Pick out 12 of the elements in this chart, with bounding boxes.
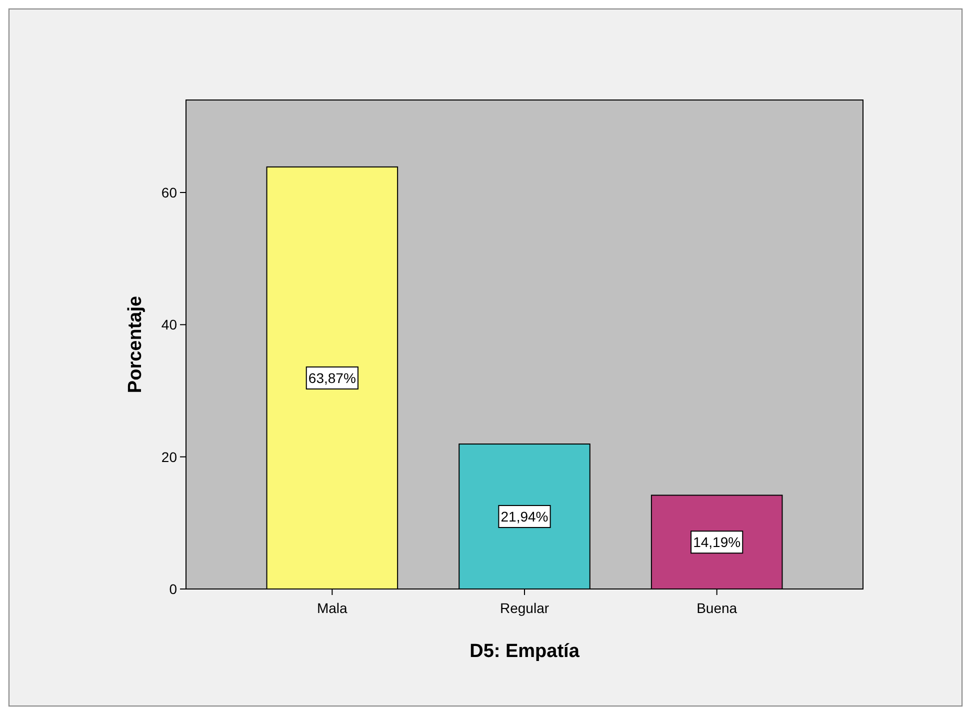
y-tick-label: 60 — [161, 184, 178, 201]
x-tick-label: Regular — [500, 600, 550, 616]
y-axis-title: Porcentaje — [125, 296, 146, 394]
y-tick-label: 0 — [169, 581, 178, 597]
data-label: 14,19% — [693, 534, 741, 550]
data-label: 63,87% — [308, 370, 356, 386]
x-tick-label: Mala — [316, 600, 348, 616]
data-label: 21,94% — [500, 508, 548, 525]
y-tick-label: 20 — [161, 448, 178, 465]
x-tick-label: Buena — [696, 600, 738, 616]
y-tick-label: 40 — [161, 316, 178, 333]
x-axis-title: D5: Empatía — [470, 641, 580, 662]
